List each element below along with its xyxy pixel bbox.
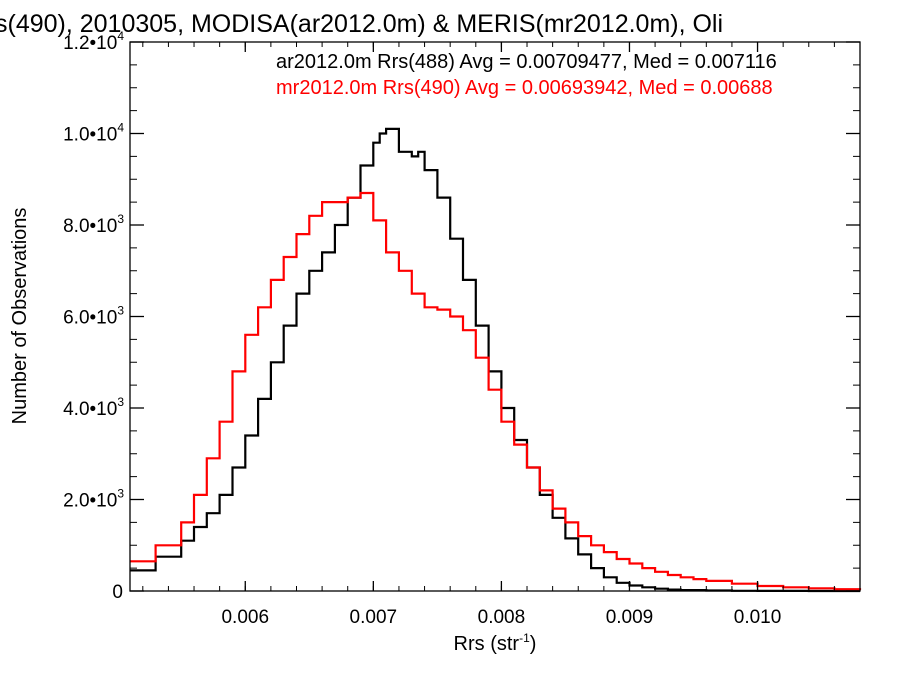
y-tick-label: 1.0•104 [63, 121, 124, 146]
x-axis-label: Rrs (str-1) [454, 631, 537, 655]
x-tick-label: 0.007 [350, 607, 398, 628]
ticks-layer: 0.006 0.007 0.008 0.009 0.010 0 2.0•103 4.0•103… [63, 29, 860, 628]
y-tick-label: 6.0•103 [63, 304, 124, 329]
plot-frame [129, 41, 861, 592]
x-tick-label: 0.009 [606, 607, 654, 628]
y-tick-label: 0 [112, 582, 123, 603]
series-layer [130, 127, 862, 593]
x-axis-label-end: ) [530, 633, 537, 655]
x-tick-label: 0.010 [734, 607, 782, 628]
series-line-1 [130, 127, 860, 593]
legend: ar2012.0m Rrs(488) Avg = 0.00709477, Med… [276, 51, 777, 99]
y-axis-label: Number of Observations [9, 208, 31, 425]
x-tick-label: 0.008 [478, 607, 526, 628]
x-tick-label: 0.006 [221, 607, 269, 628]
legend-entry-2: mr2012.0m Rrs(490) Avg = 0.00693942, Med… [276, 77, 773, 99]
x-axis-label-superscript: -1 [519, 631, 530, 645]
y-tick-label: 8.0•103 [63, 212, 124, 237]
series-line-2 [130, 191, 862, 591]
chart-title: s(490), 2010305, MODISA(ar2012.0m) & MER… [0, 10, 723, 38]
y-tick-label: 4.0•103 [63, 395, 124, 420]
y-tick-label: 2.0•103 [63, 487, 124, 512]
x-axis-label-text: Rrs (str [454, 633, 520, 655]
legend-entry-1: ar2012.0m Rrs(488) Avg = 0.00709477, Med… [276, 51, 777, 73]
y-tick-label: 1.2•104 [63, 29, 124, 54]
